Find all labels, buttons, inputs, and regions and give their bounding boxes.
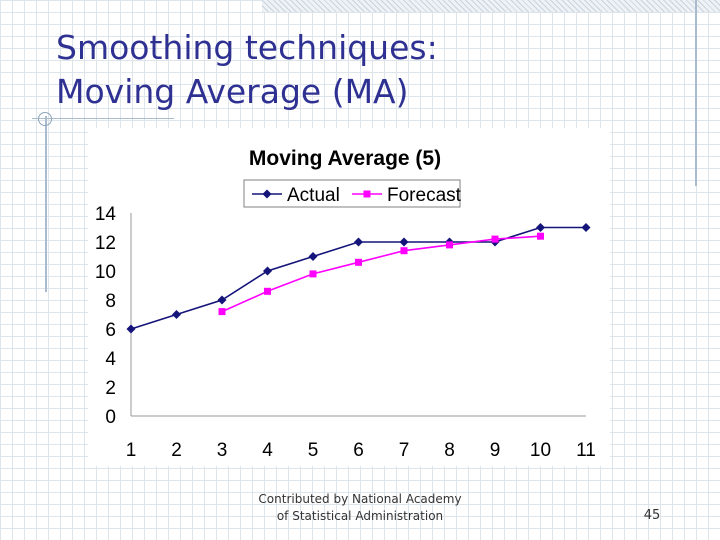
chart-series (126, 223, 591, 334)
x-tick-label: 1 (126, 440, 137, 461)
right-decorative-rule (695, 0, 697, 186)
data-point (399, 237, 409, 247)
x-tick-label: 8 (444, 440, 455, 461)
data-point (354, 237, 363, 247)
data-point (262, 189, 272, 199)
data-point (491, 235, 499, 243)
x-tick-label: 9 (490, 440, 501, 461)
moving-average-chart: Moving Average (5) Actual Forecast 0 2 4 6 8 1… (95, 147, 596, 461)
legend-entry: Forecast (352, 185, 462, 206)
y-tick-label: 8 (105, 291, 116, 312)
data-point (172, 310, 181, 319)
data-point (446, 241, 453, 249)
chart-container: Moving Average (5) Actual Forecast 0 2 4 6 8 1… (88, 128, 610, 466)
data-point (264, 287, 271, 295)
footer-credit: Contributed by National Academy of Stati… (200, 491, 520, 525)
x-tick-label: 4 (262, 440, 273, 461)
data-point (263, 266, 272, 276)
x-tick-label: 7 (399, 440, 410, 461)
y-tick-label: 14 (95, 204, 117, 225)
x-tick-label: 10 (530, 440, 551, 461)
data-point (218, 308, 226, 316)
series-forecast (218, 232, 544, 316)
series-actual (126, 223, 591, 334)
data-point (536, 223, 545, 232)
legend-label: Actual (287, 185, 340, 206)
footer-line-1: Contributed by National Academy (258, 492, 462, 506)
y-tick-label: 2 (105, 378, 116, 399)
series-line (221, 235, 541, 313)
slide-title: Smoothing techniques: Moving Average (MA… (56, 26, 438, 114)
x-tick-label: 5 (308, 440, 319, 461)
chart-legend: Actual Forecast (243, 179, 462, 208)
legend-entry: Actual (252, 185, 340, 206)
circle-decoration (38, 112, 52, 126)
footer-line-2: of Statistical Administration (276, 509, 444, 523)
x-tick-label: 3 (217, 440, 228, 461)
data-point (581, 223, 591, 232)
y-tick-label: 10 (95, 262, 116, 283)
page-number: 45 (643, 508, 661, 523)
top-decorative-band (262, 0, 720, 12)
x-tick-label: 11 (576, 440, 596, 461)
title-underline-rule (32, 118, 174, 119)
data-point (400, 247, 408, 255)
slide-title-line-1: Smoothing techniques: (56, 28, 438, 67)
y-tick-label: 6 (105, 320, 116, 341)
data-point (363, 190, 371, 198)
y-tick-label: 0 (105, 407, 116, 428)
chart-title: Moving Average (5) (249, 147, 441, 170)
data-point (309, 270, 317, 278)
x-tick-label: 2 (171, 440, 182, 461)
slide-title-line-2: Moving Average (MA) (56, 72, 409, 111)
data-point (308, 252, 318, 261)
legend-label: Forecast (387, 185, 462, 206)
left-decorative-rule (45, 116, 47, 292)
x-tick-label: 6 (353, 440, 364, 461)
data-point (537, 232, 544, 240)
y-tick-label: 12 (95, 233, 116, 254)
data-point (126, 324, 136, 334)
data-point (217, 295, 227, 305)
y-tick-label: 4 (105, 349, 116, 370)
data-point (355, 258, 362, 266)
